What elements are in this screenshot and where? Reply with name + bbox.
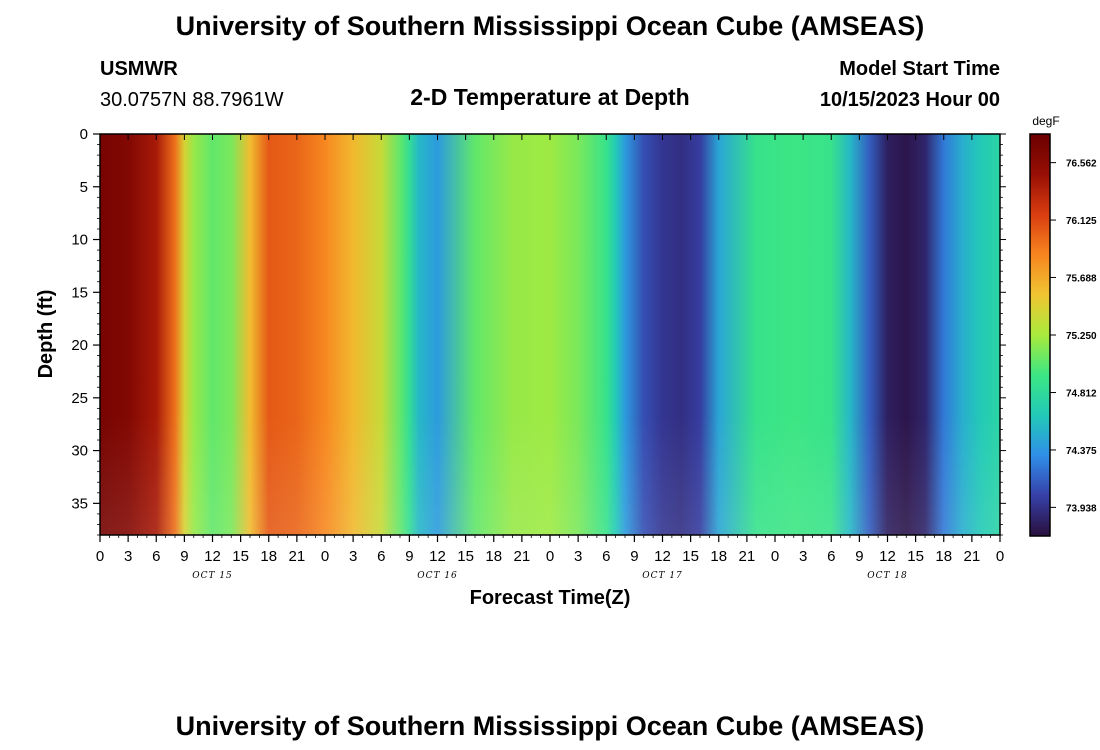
x-tick-label: 3 [124, 548, 132, 565]
x-tick-label: 0 [96, 548, 104, 565]
footer-title: University of Southern Mississippi Ocean… [176, 711, 925, 741]
colorbar-tick-label: 73.938 [1066, 503, 1097, 514]
colorbar-tick-label: 75.250 [1066, 331, 1097, 342]
y-tick-label: 25 [71, 390, 88, 407]
x-tick-label: 21 [289, 548, 306, 565]
x-tick-label: 9 [630, 548, 638, 565]
y-tick-labels: 0 5 10 15 20 25 30 35 [71, 126, 88, 512]
x-tick-label: 6 [827, 548, 835, 565]
x-tick-label: 9 [180, 548, 188, 565]
station-location: 30.0757N 88.7961W [100, 89, 284, 111]
y-tick-label: 15 [71, 284, 88, 301]
colorbar-tick-label: 76.562 [1066, 159, 1097, 170]
x-tick-label: 6 [377, 548, 385, 565]
colorbar-tick-label: 74.812 [1066, 389, 1097, 400]
x-tick-label: 0 [546, 548, 554, 565]
chart-subtitle: 2-D Temperature at Depth [410, 84, 689, 110]
colorbar-ticks: 76.562 76.125 75.688 75.250 74.812 74.375 73.9… [1050, 159, 1097, 514]
x-tick-label: 6 [152, 548, 160, 565]
x-tick-label: 21 [514, 548, 531, 565]
x-tick-label: 6 [602, 548, 610, 565]
x-tick-label: 15 [907, 548, 924, 565]
colorbar-scale [1029, 133, 1051, 537]
x-tick-label: 0 [771, 548, 779, 565]
x-tick-label: 15 [232, 548, 249, 565]
x-tick-label: 21 [964, 548, 981, 565]
x-tick-label: 0 [321, 548, 329, 565]
y-tick-label: 5 [80, 179, 88, 196]
x-tick-label: 3 [799, 548, 807, 565]
heatmap-bottom-shade [100, 134, 1000, 535]
y-tick-label: 30 [71, 443, 88, 460]
model-start-label: Model Start Time [839, 58, 1000, 80]
y-tick-label: 20 [71, 337, 88, 354]
y-tick-label: 10 [71, 232, 88, 249]
date-labels: OCT 15 OCT 16 OCT 17 OCT 18 [192, 571, 908, 581]
model-start-time: 10/15/2023 Hour 00 [820, 89, 1000, 111]
chart-title: University of Southern Mississippi Ocean… [176, 11, 925, 41]
x-tick-label: 21 [739, 548, 756, 565]
station-name: USMWR [100, 58, 178, 80]
date-label: OCT 16 [417, 571, 458, 581]
x-tick-label: 15 [457, 548, 474, 565]
x-tick-label: 12 [429, 548, 446, 565]
x-tick-label: 9 [405, 548, 413, 565]
x-tick-label: 0 [996, 548, 1004, 565]
date-label: OCT 15 [192, 571, 233, 581]
x-tick-label: 12 [879, 548, 896, 565]
y-tick-label: 35 [71, 495, 88, 512]
heatmap-plot [99, 133, 1001, 536]
y-axis-label: Depth (ft) [35, 290, 57, 379]
x-tick-label: 18 [710, 548, 727, 565]
x-tick-label: 18 [260, 548, 277, 565]
colorbar-tick-label: 76.125 [1066, 216, 1097, 227]
x-tick-label: 3 [574, 548, 582, 565]
x-tick-label: 18 [485, 548, 502, 565]
colorbar-tick-label: 74.375 [1066, 446, 1097, 457]
axis-ticks [93, 133, 1006, 542]
colorbar-tick-label: 75.688 [1066, 273, 1097, 284]
x-tick-labels: 0 3 6 9 12 15 18 21 0 3 6 9 12 15 18 21 0 3 6 9 12 15 18 21 0 3 6 9… [96, 548, 1004, 565]
x-tick-label: 15 [682, 548, 699, 565]
colorbar: degF 76.562 76.125 75.688 75.250 74.812 74.37… [1029, 114, 1097, 537]
colorbar-unit: degF [1032, 114, 1059, 128]
x-tick-label: 12 [654, 548, 671, 565]
x-tick-label: 3 [349, 548, 357, 565]
x-tick-label: 12 [204, 548, 221, 565]
date-label: OCT 17 [642, 571, 683, 581]
y-tick-label: 0 [80, 126, 88, 143]
x-axis-label: Forecast Time(Z) [470, 587, 631, 609]
x-tick-label: 9 [855, 548, 863, 565]
x-tick-label: 18 [935, 548, 952, 565]
date-label: OCT 18 [867, 571, 908, 581]
